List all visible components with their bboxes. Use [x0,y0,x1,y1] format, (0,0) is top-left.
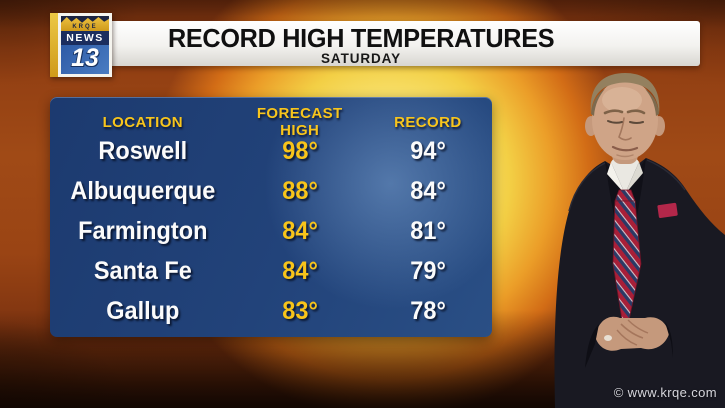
page-subtitle: SATURDAY [321,51,401,66]
logo-plate: KRQE NEWS 13 [58,13,112,77]
logo-mountains: KRQE [61,16,109,31]
station-logo: KRQE NEWS 13 [50,13,112,77]
page-title: RECORD HIGH TEMPERATURES [167,23,555,53]
table-row: Farmington 84° 81° [50,211,492,251]
table-row: Gallup 83° 78° [50,291,492,331]
table-row: Santa Fe 84° 79° [50,251,492,291]
location-name: Gallup [106,296,180,325]
logo-call-letters: KRQE [72,24,98,30]
forecast-high-value: 88° [281,176,318,205]
table-header-row: LOCATION FORECAST HIGH RECORD [50,105,492,139]
record-value: 94° [410,136,446,165]
location-name: Santa Fe [93,256,192,285]
record-value: 81° [410,216,446,245]
forecast-high-value: 98° [281,136,318,165]
record-value: 84° [410,176,446,205]
forecast-high-value: 84° [281,216,318,245]
presenter-figure [554,73,725,408]
station-url: © www.krqe.com [613,385,717,400]
column-header-location: LOCATION [102,113,184,131]
table-row: Albuquerque 88° 84° [50,171,492,211]
column-header-forecast-high: FORECAST HIGH [256,105,343,139]
forecast-high-value: 83° [281,296,318,325]
record-value: 79° [410,256,446,285]
location-name: Roswell [98,136,188,165]
forecast-high-value: 84° [281,256,318,285]
table-row: Roswell 98° 94° [50,131,492,171]
weather-presenter [525,68,725,408]
logo-channel-number: 13 [61,45,109,74]
title-bar: RECORD HIGH TEMPERATURES SATURDAY [56,21,700,66]
temperature-table: LOCATION FORECAST HIGH RECORD Roswell 98… [50,97,492,337]
logo-news-text: NEWS [61,31,109,45]
location-name: Albuquerque [70,176,216,205]
location-name: Farmington [78,216,208,245]
column-header-record: RECORD [394,113,462,131]
mountain-icon [61,16,109,23]
record-value: 78° [410,296,446,325]
logo-gold-stripe [50,13,58,77]
